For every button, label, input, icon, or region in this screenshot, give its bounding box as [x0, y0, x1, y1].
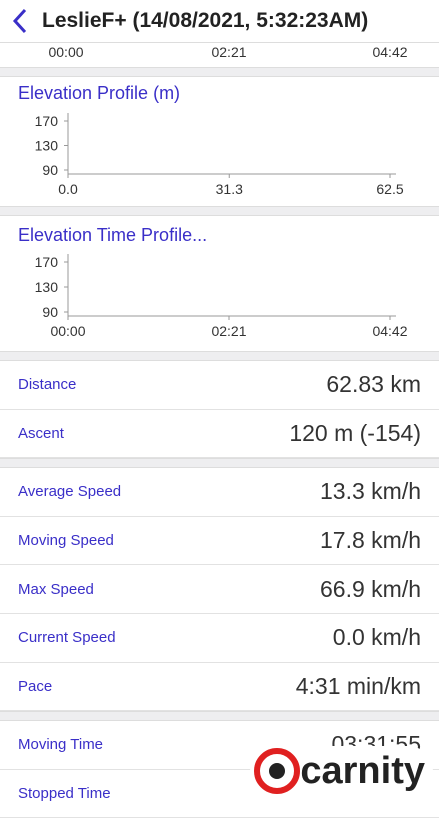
stat-label: Max Speed — [18, 580, 94, 598]
stat-value: 120 m (-154) — [289, 419, 421, 446]
watermark: carnity — [250, 746, 433, 796]
header: LeslieF+ (14/08/2021, 5:32:23AM) — [0, 0, 439, 43]
x-tick-label: 31.3 — [216, 181, 243, 197]
stat-value: 4:31 min/km — [295, 672, 421, 699]
stat-label: Distance — [18, 376, 77, 394]
stats: Distance 62.83 km Ascent 120 m (-154) Averag… — [0, 361, 439, 818]
watermark-text: carnity — [300, 749, 425, 792]
logo — [254, 748, 301, 794]
axis-label: 00:00 — [48, 44, 84, 60]
stat-row: Ascent 120 m (-154) — [0, 410, 439, 459]
y-tick-label: 170 — [35, 113, 59, 129]
stat-label: Current Speed — [18, 629, 116, 647]
stat-label: Moving Speed — [18, 532, 114, 550]
stat-label: Average Speed — [18, 483, 122, 501]
chart-title: Elevation Profile (m) — [18, 83, 180, 103]
chart-title: Elevation Time Profile... — [18, 225, 207, 245]
separator — [0, 67, 439, 77]
stat-row: Distance 62.83 km — [0, 361, 439, 410]
stat-label: Moving Time — [18, 736, 104, 754]
stat-label: Stopped Time — [18, 785, 111, 803]
chart: Elevation Time Profile... 90 130 170 00:00 02… — [18, 225, 408, 339]
stat-label: Pace — [18, 677, 53, 695]
x-tick-label: 0.0 — [58, 181, 78, 197]
axis-label: 04:42 — [372, 44, 408, 60]
x-tick-label: 62.5 — [376, 181, 403, 197]
stat-row: Pace 4:31 min/km — [0, 663, 439, 712]
top-axis: 00:00 02:21 04:42 — [0, 44, 439, 64]
y-tick-label: 130 — [35, 279, 59, 295]
x-tick-label: 00:00 — [50, 323, 85, 339]
stat-value: 62.83 km — [326, 371, 421, 398]
stat-value: 0.0 km/h — [332, 624, 421, 651]
y-tick-label: 130 — [35, 138, 59, 154]
stat-row: Current Speed 0.0 km/h — [0, 614, 439, 663]
separator — [0, 351, 439, 361]
back-button[interactable] — [12, 8, 28, 34]
y-tick-label: 90 — [42, 304, 58, 320]
x-tick-label: 04:42 — [372, 323, 407, 339]
stat-value: 17.8 km/h — [320, 527, 421, 554]
stat-row: Moving Speed 17.8 km/h — [0, 517, 439, 566]
separator — [0, 206, 439, 216]
axis-label: 02:21 — [211, 44, 247, 60]
stat-row: Max Speed 66.9 km/h — [0, 565, 439, 614]
stat-value: 13.3 km/h — [320, 478, 421, 505]
x-tick-label: 02:21 — [211, 323, 246, 339]
chart: Elevation Profile (m) 90 130 170 0.0 31.3 62.5 — [18, 83, 404, 197]
separator — [0, 711, 439, 722]
y-tick-label: 170 — [35, 254, 59, 270]
header-title: LeslieF+ (14/08/2021, 5:32:23AM) — [42, 9, 369, 32]
stat-value: 66.9 km/h — [320, 575, 421, 602]
y-tick-label: 90 — [42, 162, 58, 178]
stat-label: Ascent — [18, 424, 64, 442]
stat-row: Average Speed 13.3 km/h — [0, 468, 439, 517]
separator — [0, 458, 439, 469]
